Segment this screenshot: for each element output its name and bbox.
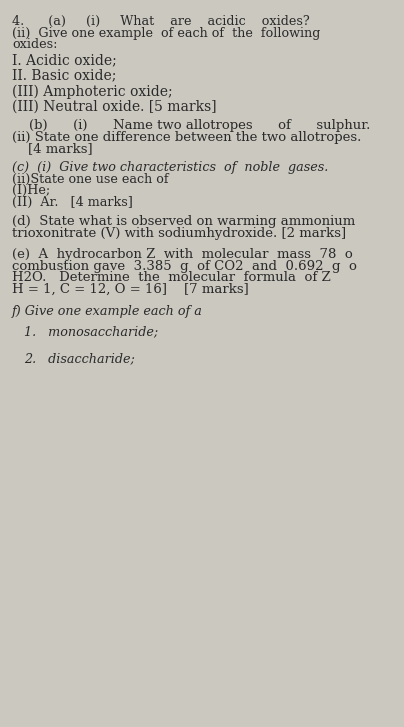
Text: (b)      (i)      Name two allotropes      of      sulphur.: (b) (i) Name two allotropes of sulphur. — [12, 119, 370, 132]
Text: (e)  A  hydrocarbon Z  with  molecular  mass  78  o: (e) A hydrocarbon Z with molecular mass … — [12, 248, 353, 261]
Text: [4 marks]: [4 marks] — [28, 142, 93, 156]
Text: H2O.   Determine  the  molecular  formula  of Z: H2O. Determine the molecular formula of … — [12, 271, 331, 284]
Text: (III) Amphoteric oxide;: (III) Amphoteric oxide; — [12, 84, 173, 99]
Text: (II)  Ar.   [4 marks]: (II) Ar. [4 marks] — [12, 196, 133, 209]
Text: (ii)State one use each of: (ii)State one use each of — [12, 173, 169, 186]
Text: (c)  (i)  Give two characteristics  of  noble  gases.: (c) (i) Give two characteristics of nobl… — [12, 161, 328, 174]
Text: (III) Neutral oxide. [5 marks]: (III) Neutral oxide. [5 marks] — [12, 100, 217, 113]
Text: oxides:: oxides: — [12, 38, 58, 51]
Text: (ii)  Give one example  of each of  the  following: (ii) Give one example of each of the fol… — [12, 27, 320, 40]
Text: II. Basic oxide;: II. Basic oxide; — [12, 68, 116, 82]
Text: trioxonitrate (V) with sodiumhydroxide. [2 marks]: trioxonitrate (V) with sodiumhydroxide. … — [12, 227, 346, 240]
Text: (I)He;: (I)He; — [12, 184, 50, 197]
Text: (d)  State what is observed on warming ammonium: (d) State what is observed on warming am… — [12, 215, 356, 228]
Text: 4.      (a)     (i)     What    are    acidic    oxides?: 4. (a) (i) What are acidic oxides? — [12, 15, 310, 28]
Text: (ii) State one difference between the two allotropes.: (ii) State one difference between the tw… — [12, 131, 362, 144]
Text: I. Acidic oxide;: I. Acidic oxide; — [12, 53, 117, 67]
Text: 1.   monosaccharide;: 1. monosaccharide; — [24, 326, 158, 339]
Text: combustion gave  3.385  g  of CO2  and  0.692  g  o: combustion gave 3.385 g of CO2 and 0.692… — [12, 260, 357, 273]
Text: H = 1, C = 12, O = 16]    [7 marks]: H = 1, C = 12, O = 16] [7 marks] — [12, 283, 249, 296]
Text: 2.   disaccharide;: 2. disaccharide; — [24, 352, 135, 365]
Text: f) Give one example each of a: f) Give one example each of a — [12, 305, 203, 318]
